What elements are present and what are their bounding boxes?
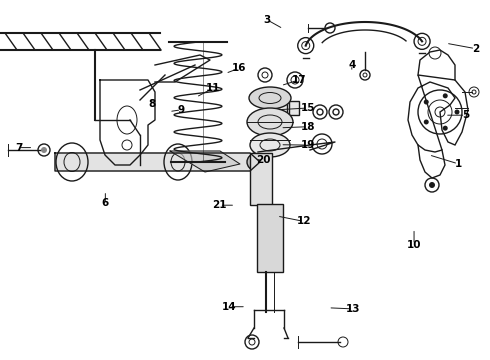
Text: 11: 11 (206, 83, 220, 93)
Text: 15: 15 (300, 103, 315, 113)
Circle shape (424, 99, 429, 104)
Text: 17: 17 (292, 75, 306, 85)
Text: 18: 18 (300, 122, 315, 132)
Text: 12: 12 (296, 216, 311, 226)
Text: 14: 14 (222, 302, 237, 312)
Circle shape (443, 93, 448, 98)
Bar (257, 204, 283, 272)
Text: 9: 9 (178, 105, 185, 115)
Text: 3: 3 (264, 15, 270, 25)
Circle shape (429, 182, 435, 188)
Bar (277, 98, 287, 118)
Circle shape (41, 147, 47, 153)
Circle shape (455, 109, 460, 114)
Text: 4: 4 (348, 60, 356, 70)
Text: 2: 2 (472, 44, 479, 54)
Ellipse shape (250, 133, 290, 157)
Ellipse shape (249, 87, 291, 109)
Polygon shape (170, 151, 240, 172)
Ellipse shape (247, 108, 293, 136)
Text: 7: 7 (15, 143, 23, 153)
Text: 8: 8 (148, 99, 155, 109)
Text: 1: 1 (455, 159, 462, 169)
Text: 19: 19 (300, 140, 315, 150)
Text: 21: 21 (212, 200, 227, 210)
Text: 20: 20 (256, 155, 271, 165)
Polygon shape (55, 153, 260, 171)
Text: 5: 5 (462, 110, 469, 120)
Text: 6: 6 (102, 198, 109, 208)
Text: 10: 10 (407, 240, 421, 250)
Circle shape (424, 120, 429, 125)
Circle shape (247, 154, 263, 170)
Text: 13: 13 (345, 304, 360, 314)
Circle shape (443, 126, 448, 131)
Text: 16: 16 (231, 63, 246, 73)
Bar (250, 153, 272, 205)
Bar (289, 101, 299, 115)
